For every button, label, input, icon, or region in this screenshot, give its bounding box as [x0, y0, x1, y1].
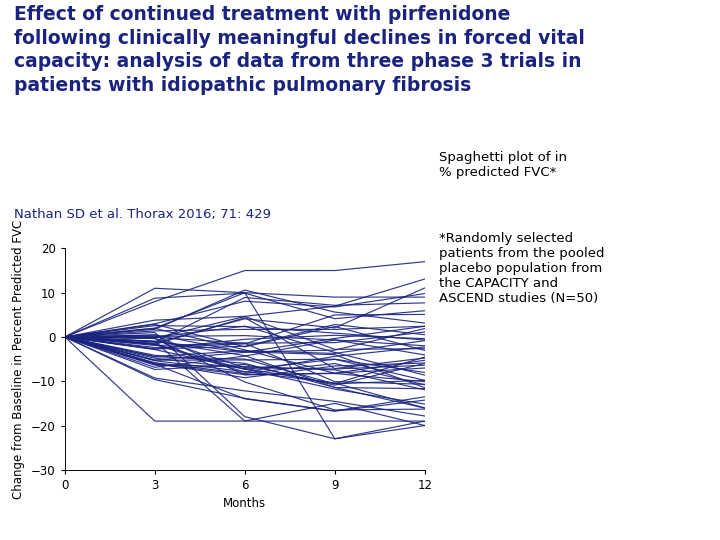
- Text: Nathan SD et al. Thorax 2016; 71: 429: Nathan SD et al. Thorax 2016; 71: 429: [14, 208, 271, 221]
- X-axis label: Months: Months: [223, 497, 266, 510]
- Text: *Randomly selected
patients from the pooled
placebo population from
the CAPACITY: *Randomly selected patients from the poo…: [439, 232, 605, 305]
- Y-axis label: Change from Baseline in Percent Predicted FVC: Change from Baseline in Percent Predicte…: [12, 219, 25, 499]
- Text: Effect of continued treatment with pirfenidone
following clinically meaningful d: Effect of continued treatment with pirfe…: [14, 5, 585, 95]
- Text: Spaghetti plot of in
% predicted FVC*: Spaghetti plot of in % predicted FVC*: [439, 151, 567, 179]
